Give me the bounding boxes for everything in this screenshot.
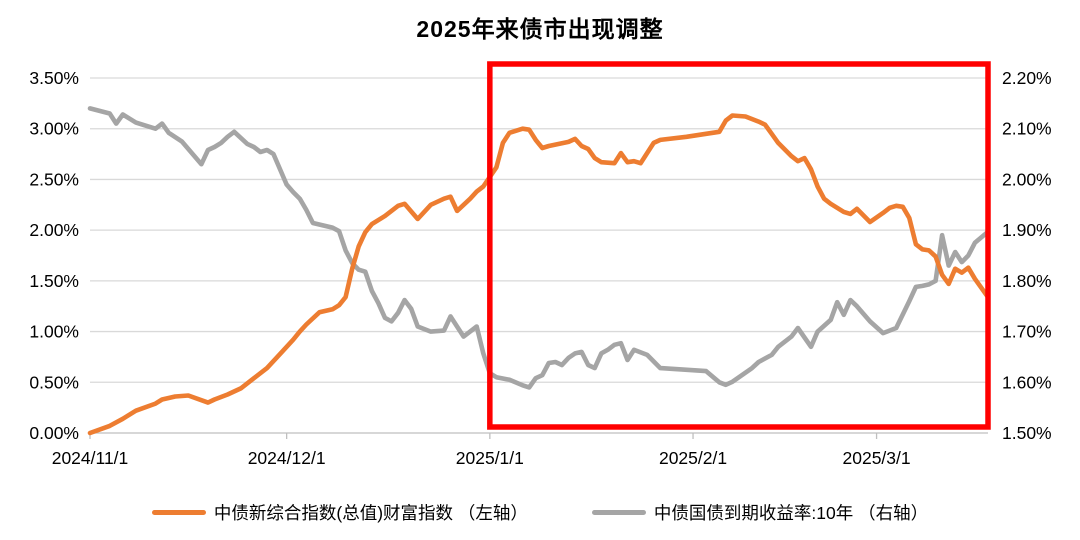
x-axis-tick-label: 2025/2/1 xyxy=(659,448,727,468)
legend-label-10y-yield: 中债国债到期收益率:10年 （右轴） xyxy=(653,503,929,523)
series-line-wealth-index xyxy=(87,113,991,436)
left-axis-tick-label: 0.50% xyxy=(29,372,79,392)
left-axis-tick-label: 3.00% xyxy=(29,119,79,139)
x-axis-tick-label: 2025/1/1 xyxy=(456,448,524,468)
legend-item-10y-yield: 中债国债到期收益率:10年 （右轴） xyxy=(591,500,929,525)
right-axis-tick-label: 1.70% xyxy=(1002,322,1052,342)
right-axis-tick-label: 1.50% xyxy=(1002,423,1052,443)
right-axis-tick-label: 2.00% xyxy=(1002,169,1052,189)
chart-title: 2025年来债市出现调整 xyxy=(416,16,664,42)
x-axis-tick-label: 2025/3/1 xyxy=(843,448,911,468)
right-axis-tick-label: 1.80% xyxy=(1002,271,1052,291)
left-axis-tick-label: 0.00% xyxy=(29,423,79,443)
series-line-10y-yield xyxy=(87,106,991,390)
left-axis-tick-label: 1.00% xyxy=(29,322,79,342)
left-axis-tick-label: 1.50% xyxy=(29,271,79,291)
chart-legend: 中债新综合指数(总值)财富指数 （左轴） 中债国债到期收益率:10年 （右轴） xyxy=(0,500,1080,525)
10y-yield-line-swatch xyxy=(591,509,646,516)
left-axis-tick-label: 3.50% xyxy=(29,68,79,88)
x-axis-tick-label: 2024/11/1 xyxy=(52,448,129,468)
right-axis-tick-label: 2.10% xyxy=(1002,119,1052,139)
x-axis-tick-label: 2024/12/1 xyxy=(248,448,326,468)
right-axis-tick-label: 1.90% xyxy=(1002,220,1052,240)
right-axis-tick-label: 2.20% xyxy=(1002,68,1052,88)
right-axis-tick-label: 1.60% xyxy=(1002,372,1052,392)
wealth-index-line-swatch xyxy=(151,509,206,516)
left-axis-tick-label: 2.00% xyxy=(29,220,79,240)
legend-item-wealth-index: 中债新综合指数(总值)财富指数 （左轴） xyxy=(151,500,528,525)
highlight-box-2025 xyxy=(487,61,991,430)
left-axis-tick-label: 2.50% xyxy=(29,169,79,189)
legend-label-wealth-index: 中债新综合指数(总值)财富指数 （左轴） xyxy=(213,503,528,523)
